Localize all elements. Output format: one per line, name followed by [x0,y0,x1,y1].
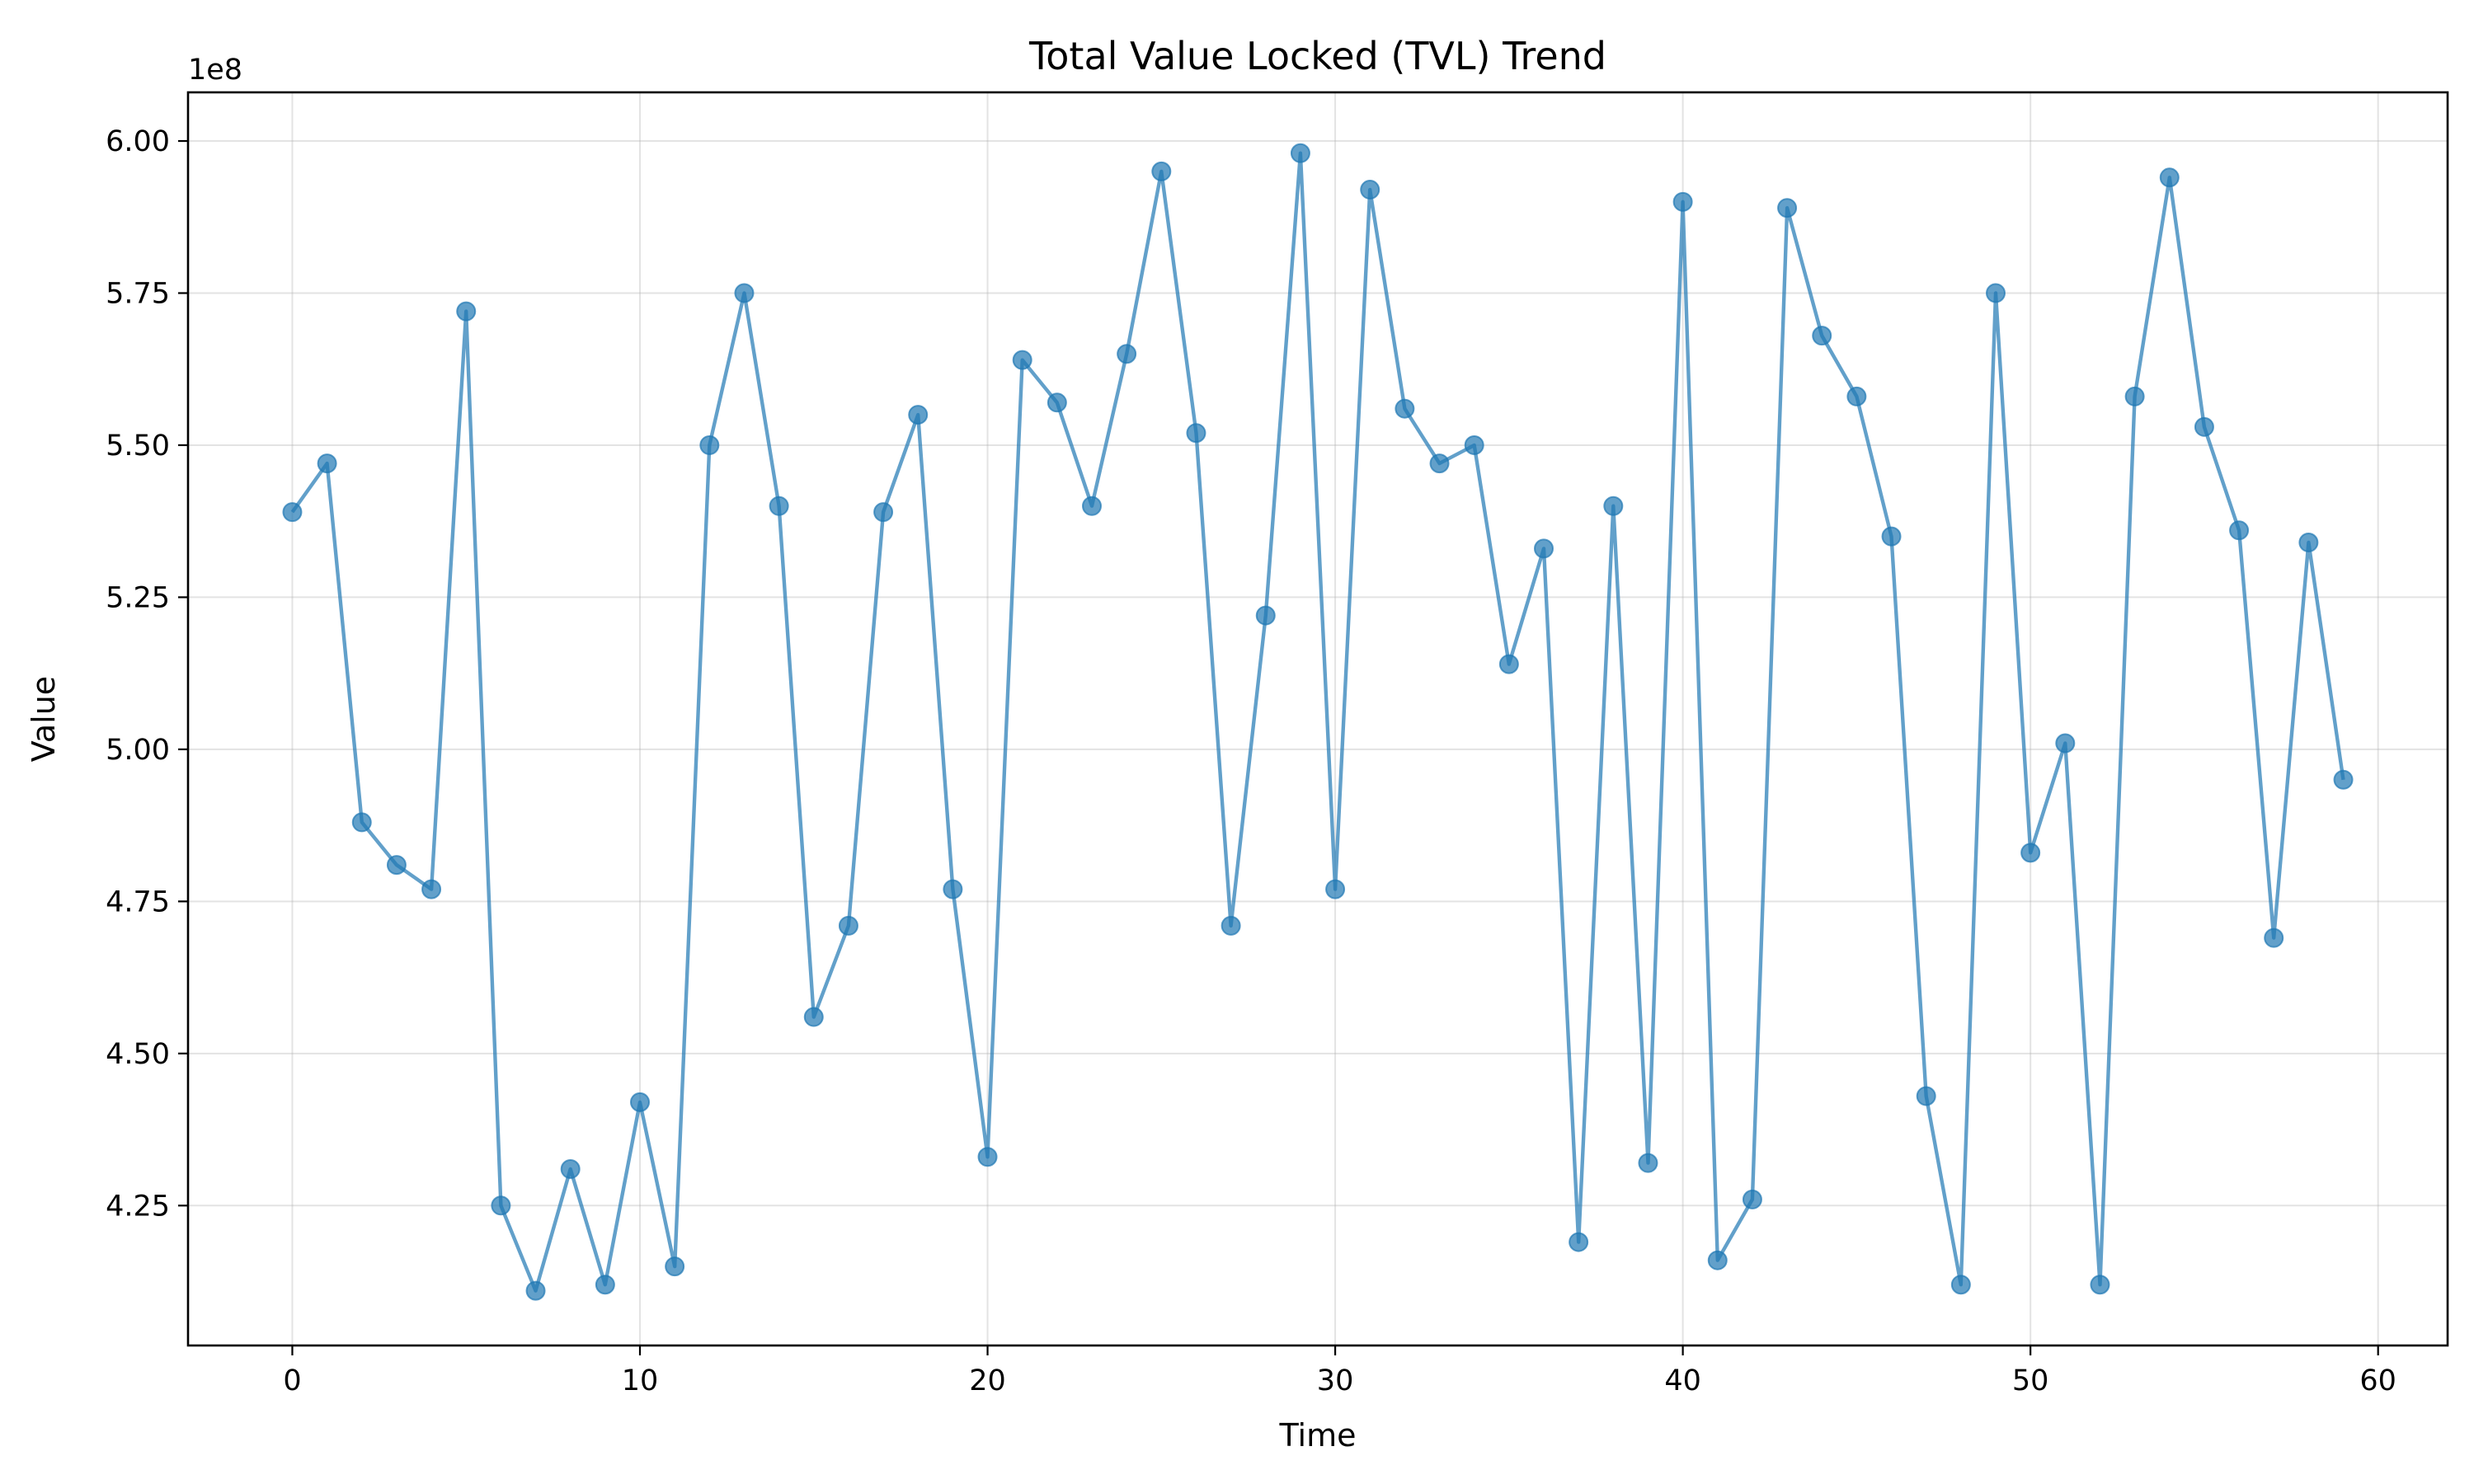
data-point [1082,495,1102,516]
data-point [1846,386,1867,406]
data-point [2194,416,2214,437]
data-point [386,855,407,876]
data-point [1638,1153,1658,1173]
data-point [1707,1250,1728,1270]
data-point [456,301,477,322]
data-point [1429,453,1450,474]
chart-title: Total Value Locked (TVL) Trend [1028,34,1606,78]
data-point [282,502,303,523]
data-point [2020,843,2041,863]
y-tick-label: 4.75 [106,885,170,918]
y-tick-label: 4.50 [106,1038,170,1071]
data-point [803,1007,824,1027]
axis-ticks: 0 10 20 30 40 50 60 4.25 4.50 4.75 5.00 5.25 5.50 5.7… [106,125,2396,1397]
data-point [2298,533,2319,553]
data-point [1325,879,1346,899]
data-point [2229,520,2250,541]
data-point [699,434,720,455]
data-point [873,502,894,523]
data-point [630,1092,650,1112]
x-tick-label: 60 [2359,1364,2396,1397]
data-point [1186,423,1206,444]
data-point [1117,344,1137,364]
data-point [1221,915,1241,936]
series-line [290,151,2345,1293]
data-point [1672,191,1693,212]
grid [188,92,2448,1345]
data-point [1742,1189,1762,1209]
data-point [1012,350,1032,370]
data-point [1290,143,1310,163]
data-point [595,1275,615,1295]
y-axis-label: Value [26,676,62,762]
data-point [943,879,963,899]
data-point [1986,283,2006,303]
data-point [2159,167,2180,188]
data-point [1047,392,1067,413]
x-tick-label: 40 [1664,1364,1701,1397]
data-point [769,495,789,516]
data-point [2055,733,2076,754]
data-point [525,1280,546,1301]
data-point [2333,769,2354,790]
data-point [1498,654,1519,674]
data-point [1881,526,1902,547]
data-point [1950,1275,1971,1295]
y-offset-label: 1e8 [188,54,242,87]
data-point [491,1195,511,1216]
data-point [1255,605,1276,626]
data-point [421,879,442,899]
data-point [2124,386,2145,406]
plot-frame [186,91,2449,1347]
y-tick-label: 6.00 [106,125,170,158]
data-point [560,1159,581,1180]
data-point [1360,180,1380,200]
x-tick-label: 10 [622,1364,659,1397]
data-point [2264,928,2284,948]
y-tick-label: 4.25 [106,1190,170,1223]
data-point [1916,1086,1936,1106]
data-point [351,812,372,833]
data-point [317,453,337,474]
data-point [665,1256,685,1277]
data-point [1603,495,1624,516]
data-point [1464,434,1484,455]
data-point [1534,538,1554,559]
data-point [1395,398,1415,419]
x-tick-label: 0 [283,1364,301,1397]
data-point [908,405,929,425]
data-point [838,915,858,936]
y-tick-label: 5.50 [106,430,170,463]
x-tick-label: 30 [1317,1364,1354,1397]
y-tick-label: 5.00 [106,734,170,767]
x-tick-label: 20 [969,1364,1006,1397]
data-point [2090,1275,2110,1295]
x-tick-label: 50 [2012,1364,2049,1397]
y-tick-label: 5.25 [106,581,170,614]
x-axis-label: Time [1279,1417,1357,1453]
data-point [1151,161,1172,181]
data-point [1812,326,1832,346]
data-point [734,283,755,303]
data-point [1569,1232,1589,1252]
y-tick-label: 5.75 [106,277,170,310]
data-point [977,1147,998,1167]
data-point [1777,198,1798,218]
series [282,143,2354,1301]
